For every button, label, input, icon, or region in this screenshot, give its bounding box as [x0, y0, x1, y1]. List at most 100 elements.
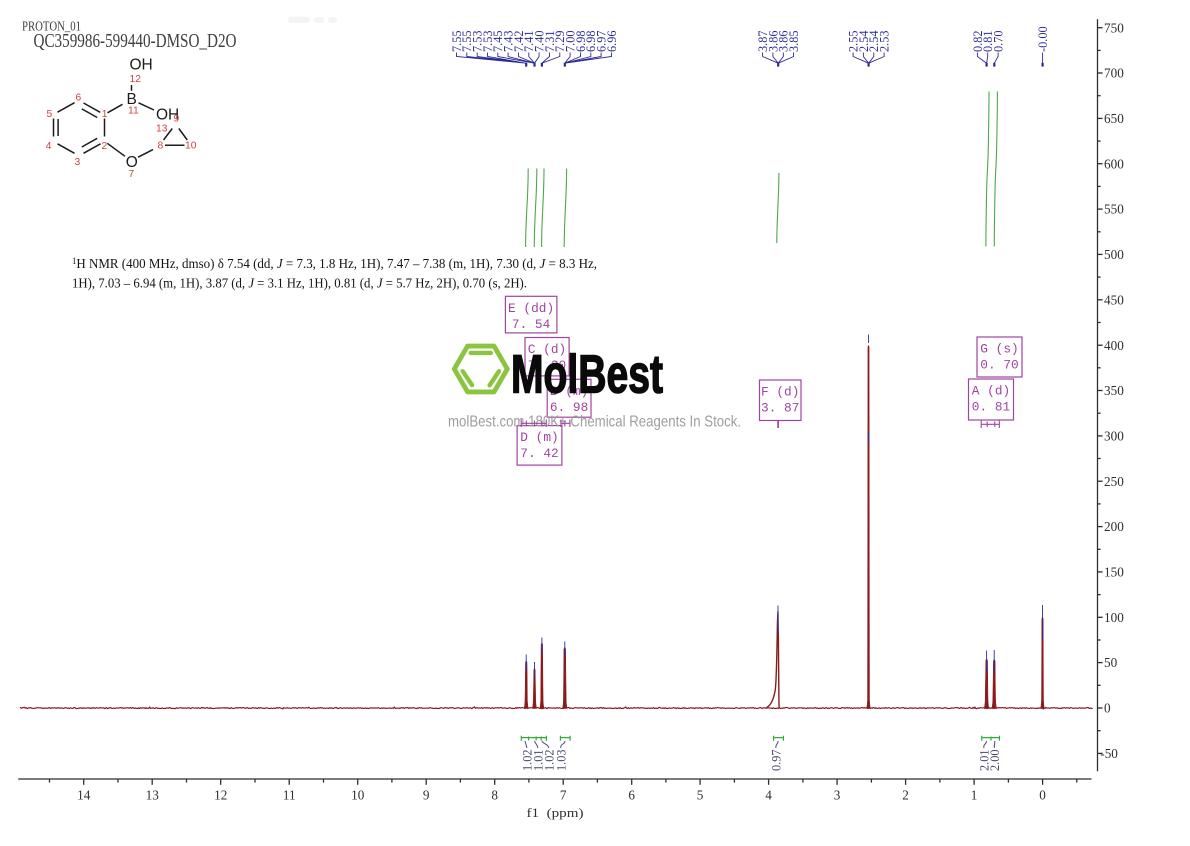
svg-text:7: 7 [129, 169, 135, 180]
svg-text:0. 70: 0. 70 [980, 358, 1018, 373]
svg-text:7. 42: 7. 42 [520, 446, 558, 461]
svg-text:450: 450 [1104, 292, 1124, 307]
svg-text:3.86: 3.86 [777, 30, 791, 52]
svg-text:D (m): D (m) [520, 430, 558, 445]
svg-text:0.81: 0.81 [981, 30, 995, 52]
svg-text:0.70: 0.70 [992, 30, 1006, 52]
svg-text:-50: -50 [1100, 746, 1118, 761]
svg-text:10: 10 [351, 788, 365, 803]
svg-text:6.98: 6.98 [584, 30, 598, 52]
svg-text:F (d): F (d) [761, 385, 799, 400]
svg-text:3.86: 3.86 [766, 30, 780, 52]
svg-text:6: 6 [76, 93, 82, 104]
svg-text:7.42: 7.42 [512, 30, 526, 52]
svg-text:B (m): B (m) [550, 384, 588, 399]
svg-text:400: 400 [1104, 338, 1124, 353]
svg-text:250: 250 [1104, 474, 1124, 489]
svg-text:2.54: 2.54 [857, 30, 871, 52]
svg-text:3.85: 3.85 [787, 30, 801, 52]
svg-text:2.00: 2.00 [988, 749, 1002, 771]
svg-text:350: 350 [1104, 383, 1124, 398]
svg-text:C (d): C (d) [528, 342, 566, 357]
svg-text:6.97: 6.97 [595, 30, 609, 52]
svg-text:9: 9 [423, 788, 430, 803]
svg-text:2: 2 [102, 141, 108, 152]
svg-text:650: 650 [1104, 111, 1124, 126]
svg-text:100: 100 [1104, 610, 1124, 625]
svg-text:13: 13 [146, 788, 160, 803]
svg-text:13: 13 [156, 124, 168, 135]
svg-text:2: 2 [902, 788, 909, 803]
svg-text:7.55: 7.55 [450, 30, 464, 52]
svg-text:7.53: 7.53 [471, 30, 485, 52]
svg-text:A (d): A (d) [972, 384, 1010, 399]
svg-text:3.87: 3.87 [756, 30, 770, 52]
svg-text:50: 50 [1104, 655, 1118, 670]
svg-text:0: 0 [1104, 701, 1111, 716]
svg-text:7.00: 7.00 [564, 30, 578, 52]
svg-text:OH: OH [156, 107, 179, 124]
svg-text:550: 550 [1104, 202, 1124, 217]
svg-text:150: 150 [1104, 565, 1124, 580]
svg-text:3: 3 [75, 157, 81, 168]
svg-text:1: 1 [971, 788, 978, 803]
svg-text:700: 700 [1104, 66, 1124, 81]
svg-text:7.45: 7.45 [491, 30, 505, 52]
svg-text:300: 300 [1104, 429, 1124, 444]
svg-text:2.01: 2.01 [977, 749, 991, 771]
svg-text:6: 6 [628, 788, 635, 803]
svg-text:molBest.com 180K+ Chemical Rea: molBest.com 180K+ Chemical Reagents In S… [448, 414, 741, 431]
svg-text:12: 12 [214, 788, 227, 803]
svg-text:-0.00: -0.00 [1036, 26, 1050, 52]
svg-text:0: 0 [1039, 788, 1046, 803]
svg-text:7.31: 7.31 [543, 30, 557, 52]
svg-text:8: 8 [158, 141, 164, 152]
svg-text:PROTON_01: PROTON_01 [22, 19, 81, 34]
svg-text:1.02: 1.02 [520, 749, 534, 771]
svg-text:1.01: 1.01 [531, 749, 545, 771]
svg-text:14: 14 [77, 788, 91, 803]
svg-text:6.96: 6.96 [605, 30, 619, 52]
svg-text:f1 (ppm): f1 (ppm) [527, 806, 584, 820]
svg-text:7. 54: 7. 54 [512, 317, 551, 332]
svg-text:11: 11 [128, 106, 139, 117]
svg-text:3: 3 [834, 788, 841, 803]
svg-text:6.98: 6.98 [574, 30, 588, 52]
svg-text:G (s): G (s) [980, 342, 1018, 357]
svg-text:2.53: 2.53 [878, 30, 892, 52]
svg-text:7. 30: 7. 30 [528, 358, 566, 373]
svg-text:0.82: 0.82 [971, 30, 985, 52]
svg-text:6. 98: 6. 98 [550, 400, 588, 415]
svg-text:O: O [126, 154, 138, 171]
svg-text:5: 5 [697, 788, 704, 803]
svg-text:OH: OH [130, 57, 153, 74]
svg-text:0. 81: 0. 81 [972, 400, 1011, 415]
svg-text:5: 5 [47, 109, 53, 120]
svg-text:2.55: 2.55 [847, 30, 861, 52]
svg-text:500: 500 [1104, 247, 1124, 262]
svg-text:7.43: 7.43 [502, 30, 516, 52]
svg-text:2.54: 2.54 [867, 30, 881, 52]
svg-text:1H), 7.03 – 6.94 (m, 1H), 3.87: 1H), 7.03 – 6.94 (m, 1H), 3.87 (d, J = 3… [72, 276, 527, 291]
svg-text:750: 750 [1104, 20, 1124, 35]
svg-text:600: 600 [1104, 156, 1124, 171]
svg-text:4: 4 [765, 788, 772, 803]
svg-text:4: 4 [46, 141, 52, 152]
svg-text:3. 87: 3. 87 [761, 401, 799, 416]
svg-text:B: B [127, 91, 137, 108]
svg-text:7.53: 7.53 [481, 30, 495, 52]
svg-text:1H NMR (400 MHz, dmso) δ 7.54: 1H NMR (400 MHz, dmso) δ 7.54 (dd, J = 7… [72, 256, 597, 271]
svg-text:12: 12 [130, 74, 142, 85]
svg-text:200: 200 [1104, 519, 1124, 534]
svg-text:MolBest: MolBest [511, 345, 663, 405]
svg-text:7.29: 7.29 [553, 30, 567, 52]
svg-text:7.55: 7.55 [460, 30, 474, 52]
svg-text:E (dd): E (dd) [508, 301, 554, 316]
svg-text:0.97: 0.97 [769, 749, 783, 771]
svg-text:10: 10 [185, 141, 197, 152]
svg-text:1.03: 1.03 [554, 749, 568, 771]
svg-text:9: 9 [174, 114, 180, 125]
svg-text:7.40: 7.40 [533, 30, 547, 52]
svg-text:8: 8 [491, 788, 498, 803]
svg-text:7.41: 7.41 [522, 30, 536, 52]
